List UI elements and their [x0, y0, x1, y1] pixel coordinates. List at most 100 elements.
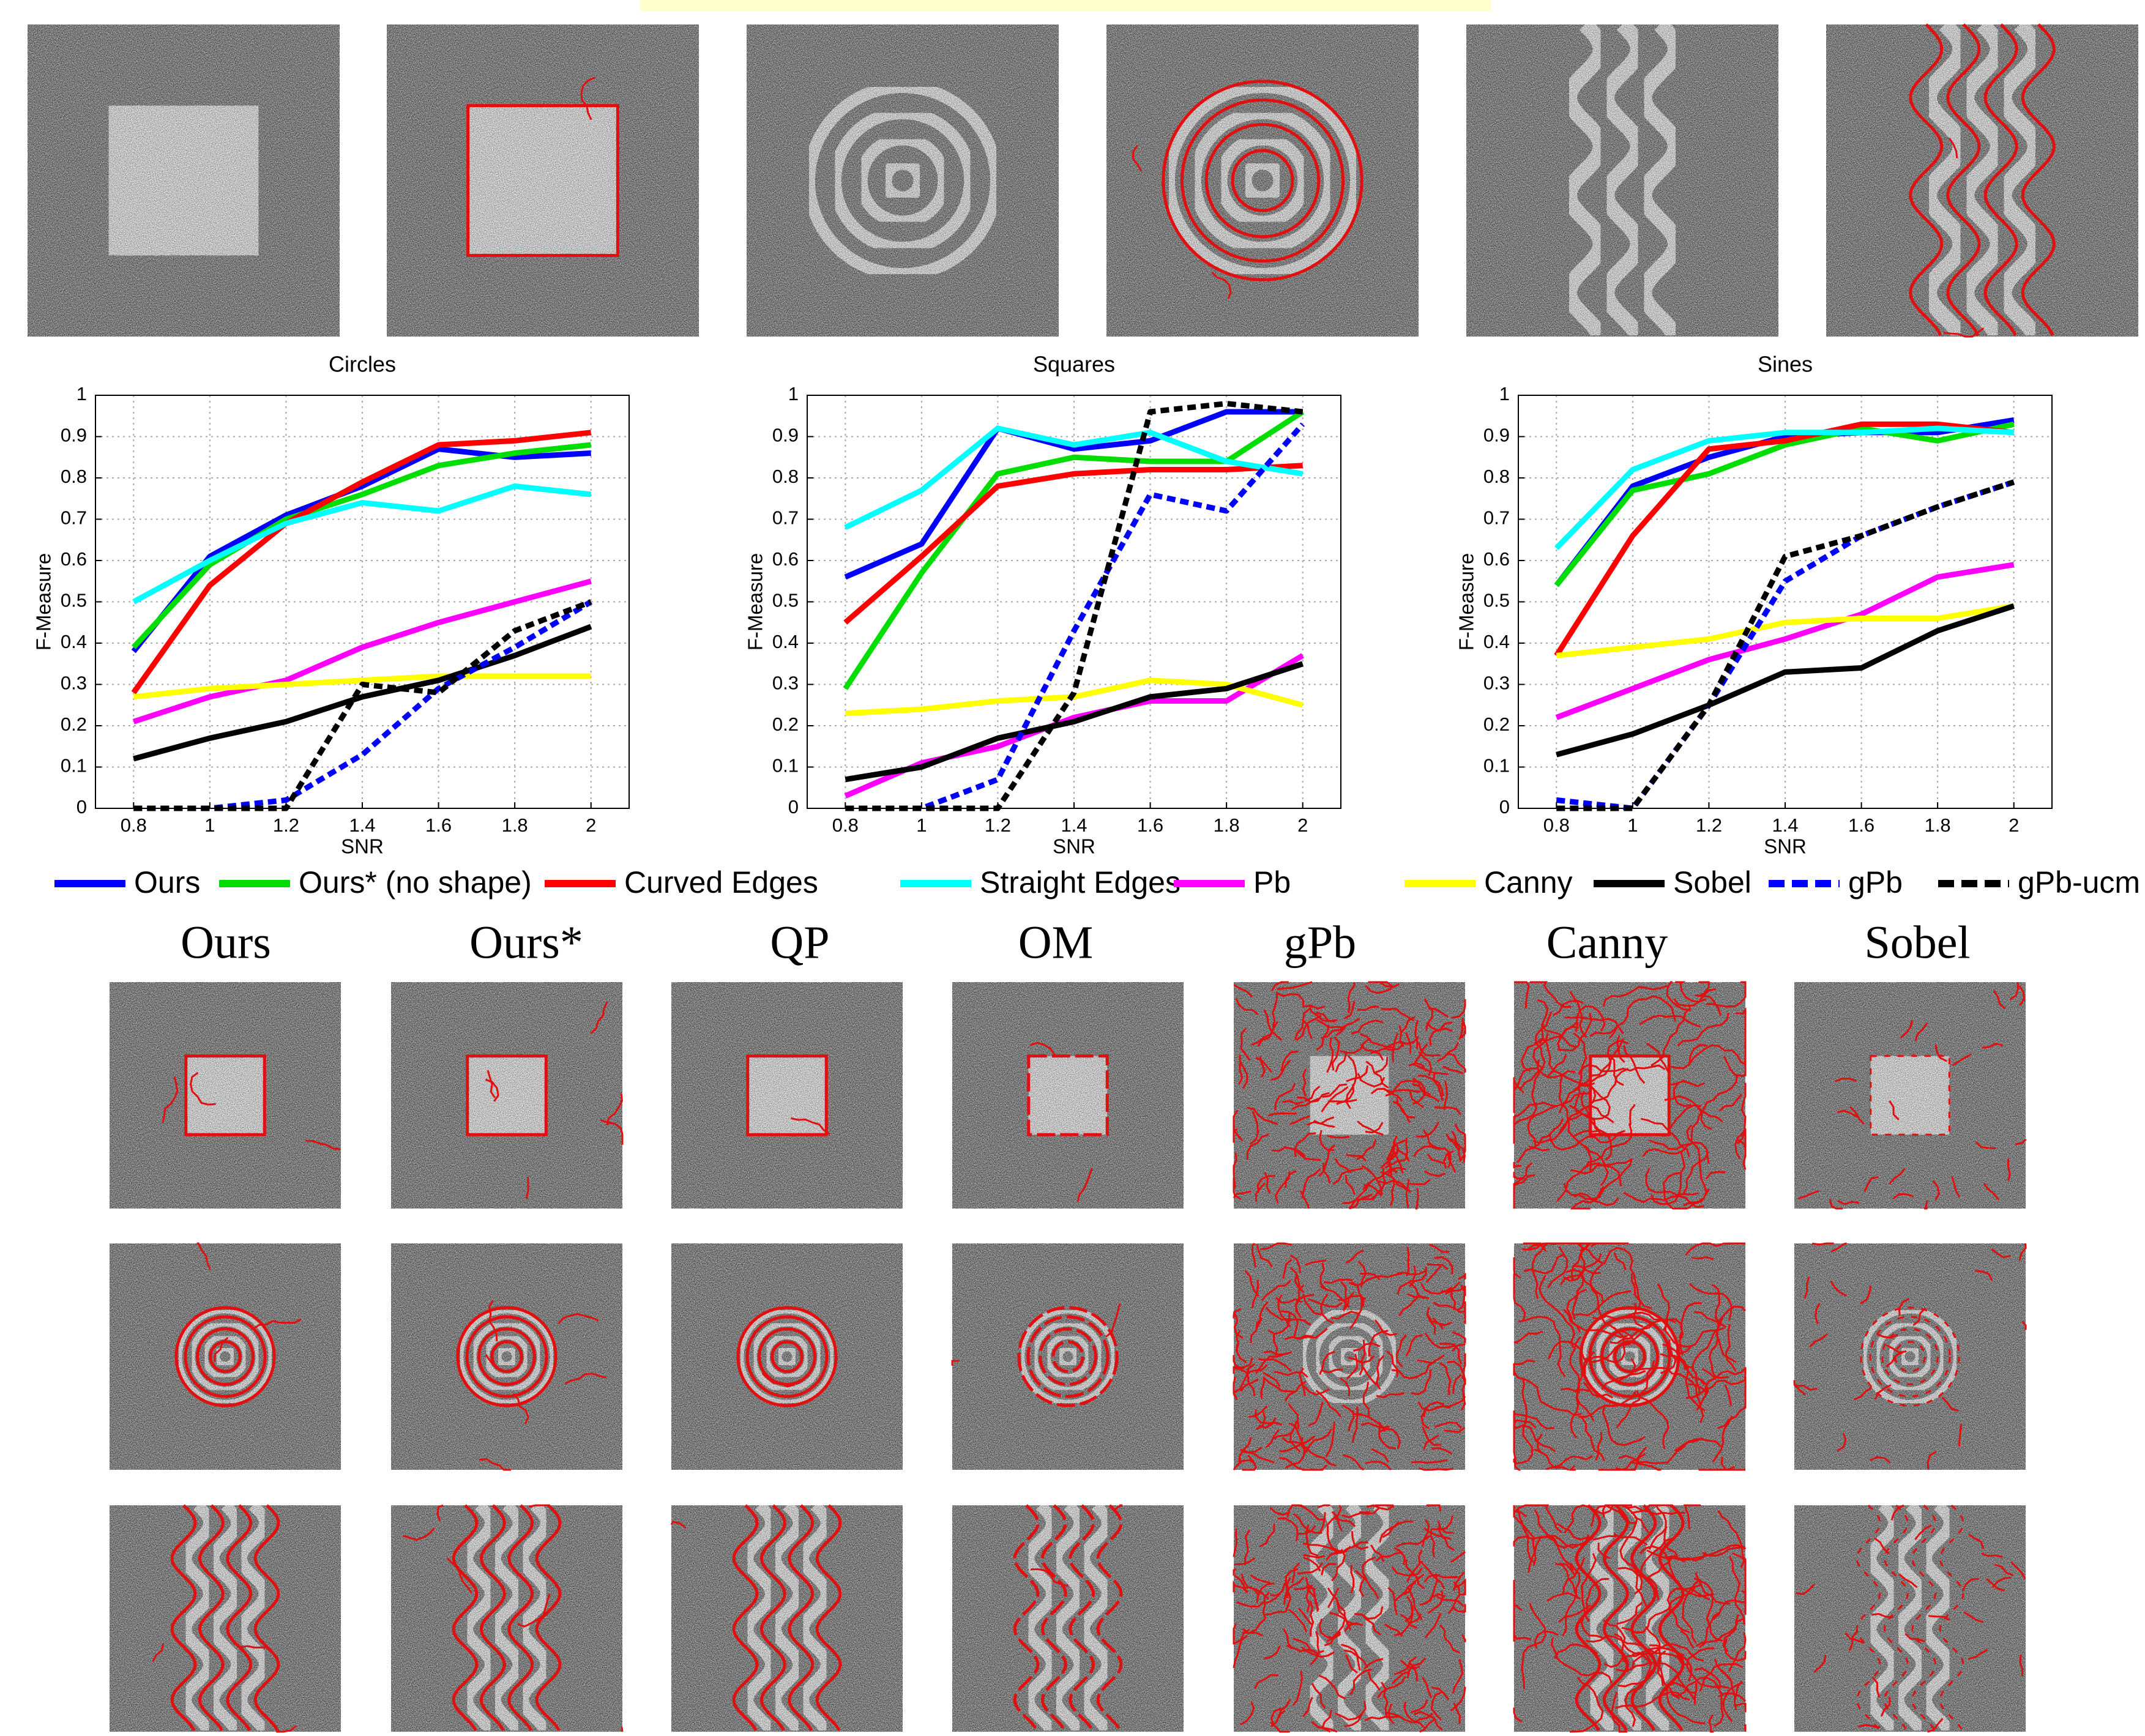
edge-fragment — [1293, 1513, 1322, 1534]
highlight-bar — [640, 0, 1491, 11]
ring-shape — [737, 1307, 837, 1406]
noise-background — [1794, 1243, 2026, 1470]
edge-fragment — [1958, 1424, 1962, 1447]
edge-fragment — [1265, 1429, 1280, 1448]
edge-fragment — [1423, 1527, 1452, 1540]
y-tick-label: 0.1 — [1483, 755, 1510, 777]
edge-fragment — [1666, 1587, 1710, 1614]
series-line — [131, 446, 591, 654]
image-panel — [110, 982, 341, 1209]
edge-fragment — [1319, 1293, 1334, 1324]
edge-fragment — [1301, 1019, 1313, 1040]
edge-fragment — [1421, 1519, 1430, 1547]
x-tick-label: 1.8 — [1214, 814, 1240, 836]
edge-fragment — [1811, 1242, 1834, 1246]
ring-shape — [188, 1320, 262, 1393]
edge-fragment — [1411, 1369, 1432, 1396]
edge-fragment — [1513, 1371, 1582, 1417]
edge-fragment — [1720, 1456, 1745, 1471]
ring-shape — [763, 1333, 811, 1380]
edge-fragment — [1354, 1606, 1384, 1620]
edge-fragment — [1376, 1391, 1405, 1399]
edge-fragment — [1347, 1055, 1357, 1076]
square-shape — [108, 105, 259, 256]
noise-background — [671, 1243, 903, 1470]
edge-fragment — [1423, 1401, 1445, 1417]
edge-fragment — [1260, 1242, 1292, 1250]
edge-fragment — [2010, 1561, 2026, 1580]
edge-fragment — [1319, 1512, 1326, 1534]
y-tick-label: 0.5 — [772, 590, 799, 611]
legend-label: Straight Edges — [980, 865, 1181, 900]
edge-fragment — [1326, 1505, 1343, 1532]
edge-fragment — [1453, 1571, 1465, 1592]
edge-fragment — [1233, 1376, 1238, 1400]
edge-fragment — [1340, 1281, 1348, 1309]
edge-fragment — [1305, 1447, 1337, 1467]
edge-fragment — [276, 1725, 297, 1733]
series-line — [133, 673, 591, 700]
image-panel — [671, 982, 903, 1209]
edge-fragment — [1517, 1509, 1536, 1565]
edge-fragment — [1233, 1623, 1237, 1645]
edge-fragment — [1735, 1007, 1747, 1065]
edge-fragment — [1286, 1644, 1315, 1652]
edge-fragment — [1331, 1511, 1343, 1532]
y-tick-label: 0.5 — [61, 590, 87, 611]
edge-fragment — [1321, 1709, 1332, 1730]
edge-fragment — [1394, 1656, 1417, 1675]
edge-fragment — [1904, 1633, 1925, 1643]
x-tick-label: 1.4 — [349, 814, 375, 836]
edge-fragment — [1235, 998, 1259, 1016]
edge-overlay — [1017, 1306, 1119, 1407]
edge-fragment — [1310, 1631, 1320, 1666]
edge-fragment — [1452, 1331, 1466, 1343]
edge-fragment — [1578, 1391, 1636, 1418]
x-tick-label: 1.6 — [1848, 814, 1875, 836]
edge-fragment — [1708, 1317, 1723, 1379]
edge-fragment — [1639, 1014, 1701, 1028]
edge-fragment — [1250, 1574, 1271, 1584]
edge-overlay — [1869, 1316, 1951, 1398]
edge-fragment — [1335, 1712, 1363, 1721]
legend-label: Ours — [134, 865, 200, 900]
edge-fragment — [1589, 1264, 1636, 1343]
edge-fragment — [1309, 1601, 1315, 1637]
edge-fragment — [1849, 1106, 1865, 1125]
edge-fragment — [152, 1643, 165, 1663]
edge-fragment — [1558, 1038, 1624, 1114]
edge-fragment — [1569, 1465, 1576, 1471]
edge-fragment — [1424, 1612, 1442, 1639]
y-tick-label: 0.6 — [61, 548, 87, 570]
edge-overlay — [184, 1054, 266, 1136]
edge-fragment — [1516, 1118, 1564, 1163]
line-chart: 0 0.1 0.2 0.3 0.4 0.5 0.6 0.7 0.8 0.9 1 0.8 1 1.2 1.4 1… — [744, 352, 1341, 858]
edge-fragment — [1233, 984, 1253, 998]
edge-fragment — [1308, 1401, 1324, 1427]
edge-fragment — [761, 1373, 795, 1388]
edge-fragment — [1914, 1023, 1928, 1041]
edge-fragment — [1590, 1505, 1637, 1527]
y-axis-label: F-Measure — [32, 553, 55, 651]
edge-fragment — [1601, 1358, 1636, 1390]
edge-fragment — [1667, 1104, 1702, 1131]
edge-fragment — [1673, 988, 1717, 1007]
edge-fragment — [1961, 1578, 1979, 1592]
edge-fragment — [1663, 1171, 1688, 1210]
edge-overlay — [477, 1327, 536, 1386]
series-line — [133, 599, 592, 811]
edge-fragment — [1796, 1584, 1815, 1595]
ring-shape — [1338, 1345, 1361, 1368]
edge-fragment — [1259, 1056, 1266, 1078]
y-tick-label: 0.3 — [772, 672, 799, 694]
edge-fragment — [1581, 1068, 1629, 1111]
edge-fragment — [1270, 981, 1289, 991]
edge-fragment — [1211, 271, 1232, 300]
edge-fragment — [1345, 1075, 1357, 1109]
edge-fragment — [1874, 1384, 1892, 1400]
edge-fragment — [1523, 1242, 1547, 1252]
edge-fragment — [1613, 1252, 1627, 1270]
legend-label: Pb — [1253, 865, 1291, 900]
y-tick-label: 0 — [76, 796, 87, 818]
edge-overlay — [184, 1315, 267, 1398]
